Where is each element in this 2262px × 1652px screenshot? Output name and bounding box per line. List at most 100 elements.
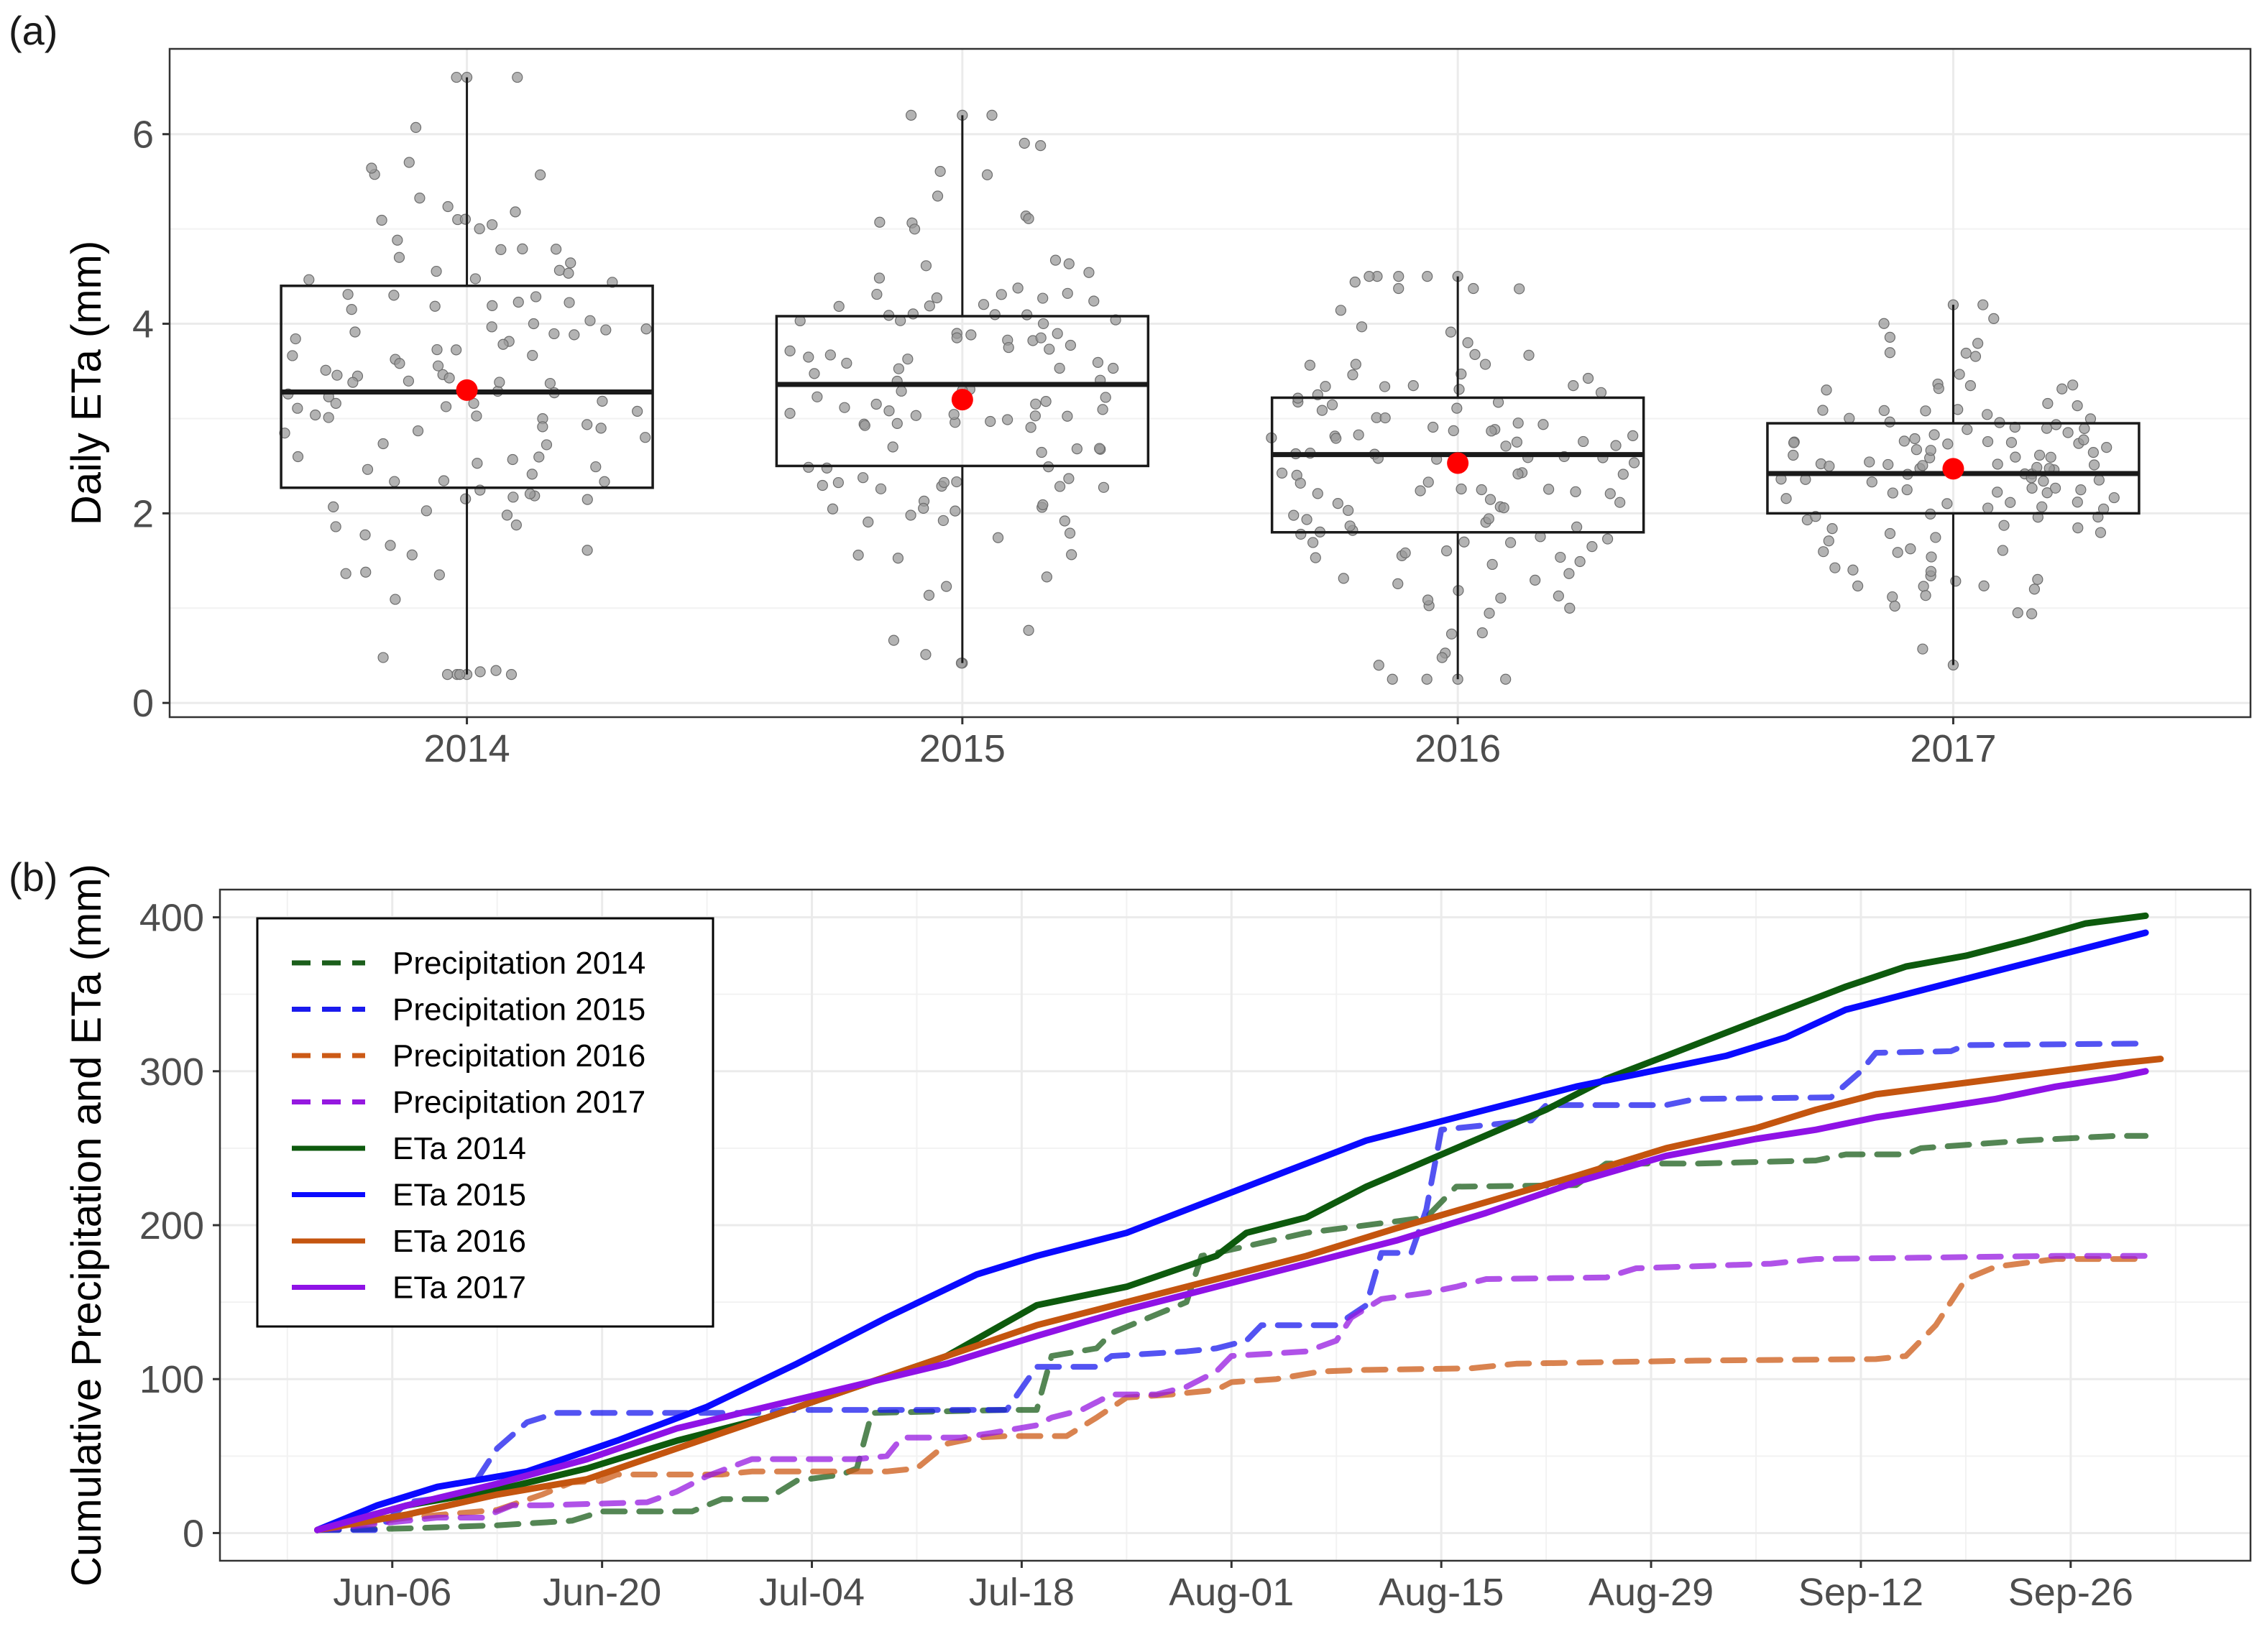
series-eta-2014 — [314, 912, 2149, 1533]
x-tick-label: 2016 — [1415, 727, 1501, 770]
x-tick-label: 2015 — [919, 727, 1006, 770]
jitter-point — [992, 532, 1004, 543]
jitter-point — [1941, 498, 1953, 509]
jitter-point — [1422, 476, 1434, 488]
series-eta-2016 — [314, 1056, 2164, 1533]
jitter-point — [1364, 270, 1375, 282]
jitter-point — [1469, 349, 1481, 361]
jitter-point — [909, 223, 921, 235]
jitter-point — [2108, 492, 2120, 504]
y-tick-label: 200 — [139, 1204, 204, 1247]
jitter-point — [951, 332, 962, 343]
jitter-point — [1920, 590, 1931, 601]
panel-b-series — [314, 912, 2164, 1533]
jitter-point — [1523, 349, 1535, 361]
jitter-point — [1969, 351, 1982, 362]
mean-marker — [456, 379, 478, 401]
jitter-point — [451, 344, 462, 356]
jitter-point — [902, 354, 914, 365]
jitter-point — [541, 439, 553, 451]
jitter-point — [1537, 419, 1549, 430]
panel-b-label: (b) — [9, 854, 58, 900]
jitter-point — [1486, 558, 1498, 571]
x-tick-label: Jul-18 — [969, 1571, 1075, 1614]
jitter-point — [2067, 379, 2079, 391]
jitter-point — [1864, 456, 1875, 468]
jitter-point — [431, 343, 443, 356]
y-tick-label: 4 — [132, 303, 154, 346]
jitter-point — [950, 505, 961, 517]
panel-a-y-axis: 0 2 4 6 — [132, 114, 170, 725]
jitter-point — [1462, 337, 1473, 349]
jitter-point — [1514, 283, 1525, 295]
jitter-point — [389, 476, 400, 487]
mean-marker — [1942, 458, 1964, 480]
y-tick-label: 2 — [132, 492, 154, 535]
jitter-point — [870, 398, 882, 410]
jitter-point — [852, 549, 864, 561]
jitter-point — [1821, 384, 1832, 396]
jitter-point — [2079, 423, 2090, 434]
jitter-point — [1062, 287, 1073, 299]
jitter-point — [1564, 602, 1576, 614]
series-precipitation-2017 — [314, 1252, 2149, 1533]
jitter-point — [1484, 494, 1496, 505]
jitter-point — [1071, 443, 1083, 455]
jitter-point — [905, 509, 916, 521]
jitter-point — [1276, 467, 1288, 479]
jitter-point — [873, 272, 886, 284]
legend-box — [256, 917, 714, 1328]
jitter-point — [528, 318, 540, 330]
mean-marker — [1447, 452, 1469, 474]
jitter-point — [1049, 254, 1062, 266]
jitter-point — [827, 503, 839, 514]
jitter-point — [501, 509, 513, 521]
jitter-point — [431, 265, 442, 277]
jitter-point — [512, 71, 523, 83]
jitter-point — [510, 519, 522, 531]
jitter-point — [2049, 482, 2061, 494]
jitter-point — [1604, 488, 1616, 499]
jitter-point — [340, 568, 351, 579]
jitter-point — [393, 252, 405, 263]
jitter-point — [951, 476, 962, 488]
jitter-point — [460, 493, 472, 504]
jitter-point — [1393, 270, 1404, 282]
x-tick-label: Aug-15 — [1379, 1571, 1504, 1614]
jitter-point — [451, 71, 462, 83]
jitter-point — [1393, 282, 1404, 295]
jitter-point — [459, 213, 472, 225]
jitter-point — [1063, 473, 1075, 484]
jitter-point — [858, 472, 869, 484]
jitter-point — [287, 350, 298, 361]
jitter-point — [1326, 399, 1338, 410]
jitter-point — [918, 502, 929, 514]
jitter-point — [349, 326, 361, 338]
jitter-point — [1960, 347, 1972, 359]
jitter-point — [1982, 502, 1994, 514]
jitter-point — [1054, 362, 1065, 374]
jitter-point — [2101, 442, 2112, 453]
jitter-point — [1925, 445, 1936, 456]
jitter-point — [1964, 380, 1977, 392]
jitter-point — [1512, 417, 1524, 429]
jitter-point — [310, 409, 321, 421]
jitter-point — [784, 345, 796, 356]
jitter-point — [1041, 571, 1052, 583]
jitter-point — [1570, 486, 1581, 497]
jitter-point — [1978, 580, 1990, 591]
jitter-point — [1356, 321, 1368, 333]
jitter-point — [1468, 282, 1479, 295]
jitter-point — [1829, 562, 1841, 573]
jitter-point — [1066, 549, 1077, 560]
panel-a-plot-area — [170, 49, 2250, 717]
jitter-point — [1574, 555, 1586, 568]
jitter-point — [494, 377, 505, 388]
jitter-point — [1422, 594, 1434, 606]
jitter-point — [2050, 419, 2062, 430]
panel-a-y-axis-title: Daily ETa (mm) — [63, 241, 110, 525]
jitter-point — [1338, 573, 1349, 584]
jitter-point — [442, 200, 454, 213]
jitter-point — [1320, 381, 1331, 392]
jitter-point — [1512, 469, 1524, 480]
